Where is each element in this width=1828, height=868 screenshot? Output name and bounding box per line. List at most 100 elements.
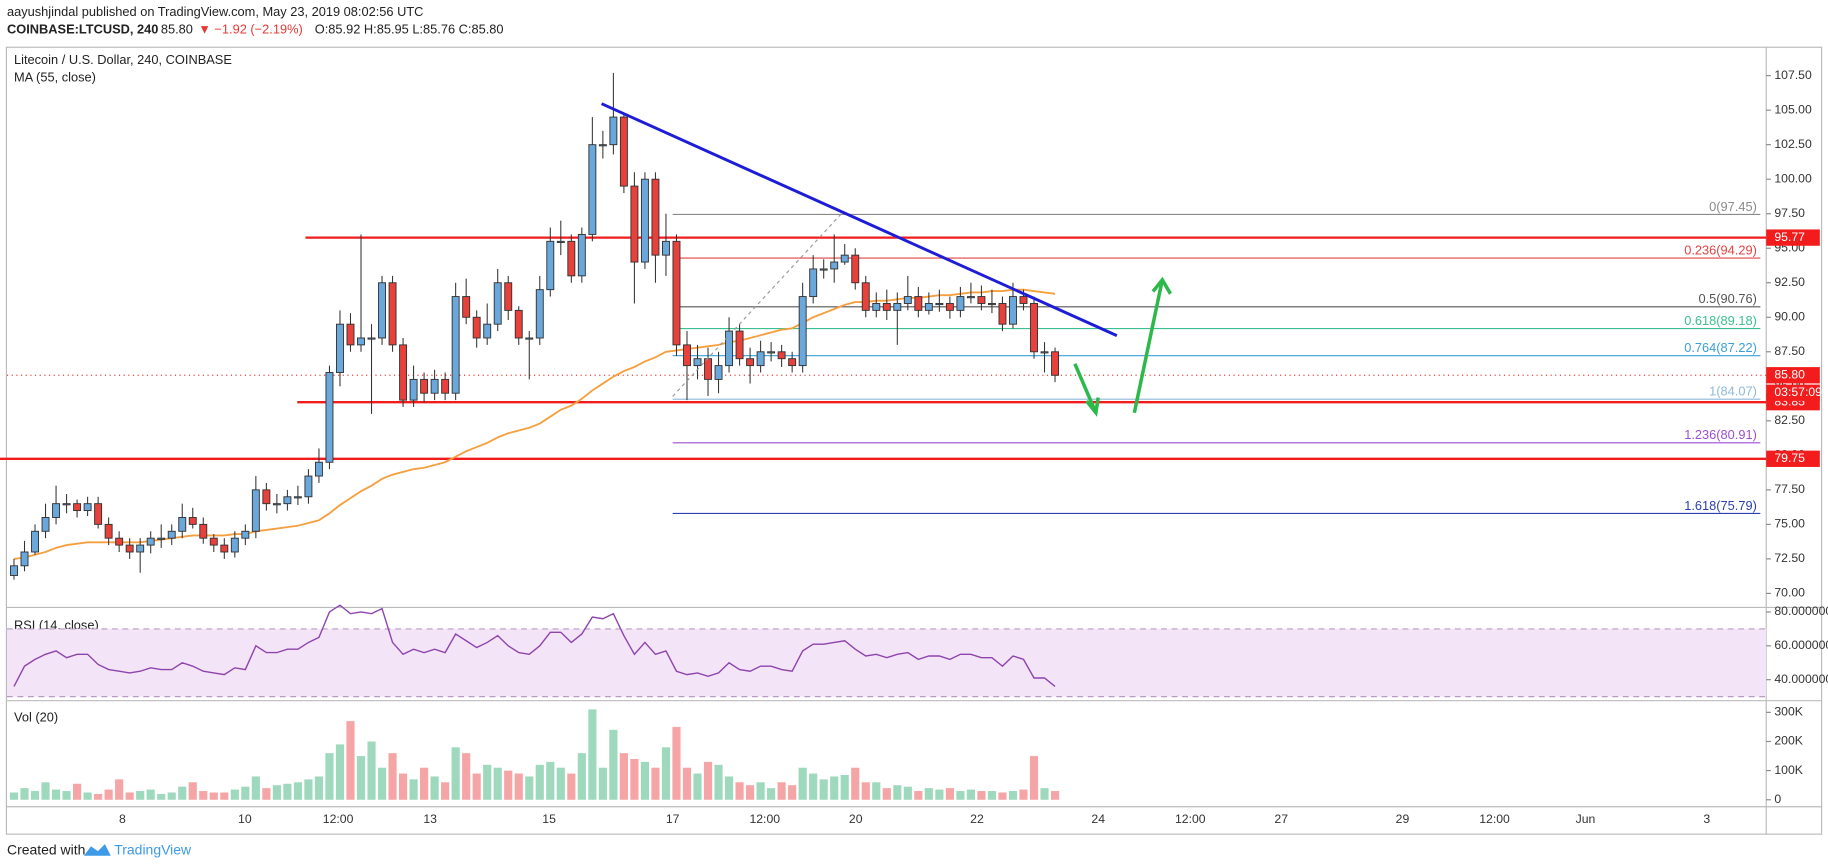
candle-body	[893, 302, 902, 311]
candle-body	[661, 240, 670, 256]
volume-bar	[1050, 791, 1060, 800]
candle-body	[94, 503, 103, 525]
volume-bar	[1008, 791, 1018, 800]
candle-body	[388, 282, 397, 346]
arrow-down-head	[1085, 397, 1100, 417]
candle-body	[314, 461, 323, 477]
candle-body	[882, 302, 891, 311]
fib-label: 0.764(87.22)	[1684, 340, 1757, 355]
rsi-tick-label: 80.000000	[1774, 604, 1828, 618]
candle-body	[830, 261, 839, 270]
candle-body	[640, 178, 649, 263]
volume-bar	[356, 756, 366, 800]
candle-body	[83, 503, 92, 512]
candle-body	[1009, 296, 1017, 325]
volume-bar	[546, 761, 555, 800]
candle-body	[735, 330, 744, 360]
volume-bar	[9, 792, 19, 800]
volume-tick-label: 200K	[1774, 734, 1803, 748]
volume-bar	[136, 791, 145, 800]
candle-body	[441, 378, 450, 394]
volume-bar	[577, 753, 586, 800]
volume-bar	[20, 788, 29, 800]
x-tick-label: 12:00	[323, 812, 354, 826]
volume-bar	[609, 729, 618, 800]
volume-bar	[73, 783, 82, 800]
candle-body	[966, 296, 975, 299]
volume-title: Vol (20)	[14, 710, 58, 725]
change: ▼ −1.92 (−2.19%)	[198, 22, 303, 37]
candle-body	[535, 289, 544, 339]
volume-bar	[788, 785, 797, 800]
candle-body	[924, 302, 933, 311]
volume-tick-label: 100K	[1774, 763, 1803, 777]
chart-title: Litecoin / U.S. Dollar, 240, COINBASE	[14, 52, 232, 67]
candle-body	[914, 296, 923, 311]
countdown-box	[1766, 384, 1820, 401]
volume-bar	[462, 753, 471, 800]
volume-bar	[830, 776, 839, 800]
candle-body	[998, 302, 1007, 325]
y-tick-label: 92.50	[1774, 275, 1805, 289]
x-tick-label: 27	[1274, 812, 1288, 826]
y-tick-label: 107.50	[1774, 68, 1812, 82]
candle-body	[52, 503, 61, 518]
x-tick-label: 17	[666, 812, 680, 826]
volume-bar	[451, 747, 460, 800]
candle-body	[209, 537, 218, 546]
volume-bar	[567, 773, 576, 800]
volume-bar	[325, 753, 334, 800]
candle-body	[136, 544, 145, 553]
candle-body	[493, 282, 502, 325]
candle-body	[178, 517, 187, 532]
volume-bar	[1019, 789, 1028, 800]
candle-body	[420, 378, 429, 394]
volume-bar	[272, 785, 281, 800]
candle-body	[483, 323, 492, 339]
volume-bar	[819, 779, 828, 800]
plot: 70.0072.5075.0077.5080.0082.5085.0087.50…	[0, 68, 1828, 826]
candle-body	[945, 302, 954, 311]
candle-body	[556, 240, 565, 243]
volume-bar	[1040, 788, 1049, 800]
candle-body	[903, 296, 912, 304]
y-tick-label: 72.50	[1774, 551, 1805, 565]
x-tick-label: 12:00	[749, 812, 780, 826]
candle-body	[693, 358, 702, 367]
volume-bar	[1029, 756, 1039, 800]
candle-body	[609, 116, 618, 146]
volume-bar	[188, 782, 197, 800]
volume-bar	[651, 767, 660, 800]
fib-label: 0.5(90.76)	[1698, 291, 1756, 306]
y-tick-label: 75.00	[1774, 517, 1805, 531]
volume-bar	[861, 782, 870, 800]
candle-body	[809, 268, 818, 298]
volume-bar	[83, 792, 92, 800]
candle-body	[861, 282, 870, 311]
candle-body	[62, 503, 71, 506]
volume-bar	[125, 792, 134, 800]
y-tick-label: 82.50	[1774, 413, 1805, 427]
volume-bar	[262, 788, 271, 800]
footer-brand[interactable]: TradingView	[114, 842, 192, 858]
candle-body	[346, 323, 355, 346]
volume-bar	[241, 786, 250, 800]
x-tick-label: 13	[423, 812, 437, 826]
volume-bar	[714, 764, 723, 800]
volume-bar	[94, 793, 103, 800]
candle-body	[230, 537, 239, 553]
volume-bar	[630, 758, 639, 800]
candle-body	[683, 344, 691, 367]
candle-body	[851, 254, 860, 284]
volume-bar	[199, 791, 208, 800]
candle-body	[977, 296, 986, 304]
volume-bar	[398, 773, 408, 800]
volume-bar	[956, 791, 965, 800]
candle-body	[767, 351, 776, 354]
candle-body	[251, 489, 260, 532]
volume-bar	[251, 776, 260, 800]
candle-body	[798, 296, 807, 367]
volume-bar	[420, 767, 429, 800]
rsi-tick-label: 40.000000	[1774, 672, 1828, 686]
